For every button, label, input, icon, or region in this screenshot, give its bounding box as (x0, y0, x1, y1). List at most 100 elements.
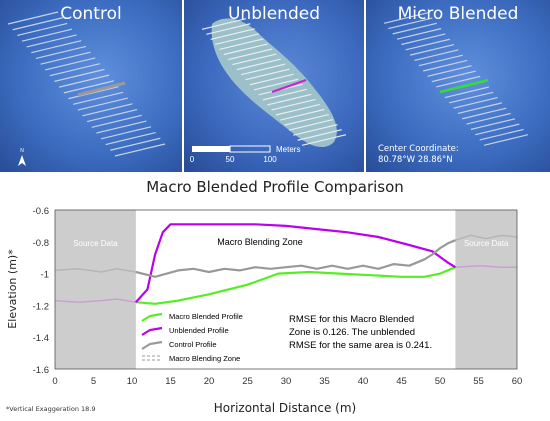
series-line (135, 266, 456, 305)
survey-lines (383, 12, 529, 146)
panel-unblended: 0 50 100 Meters Unblended (184, 0, 364, 172)
survey-line (110, 137, 161, 151)
survey-line (105, 131, 156, 146)
survey-line (210, 28, 255, 40)
survey-line (100, 126, 152, 140)
panel-title: Micro Blended (397, 4, 519, 24)
series-line (135, 239, 456, 278)
survey-line (262, 88, 308, 101)
survey-line (35, 45, 87, 60)
survey-line (293, 124, 338, 136)
survey-line (457, 102, 503, 115)
survey-line (249, 73, 294, 86)
north-arrow-icon: N (18, 148, 26, 166)
survey-line (470, 118, 516, 130)
survey-line (40, 51, 91, 65)
x-tick-label: 55 (473, 376, 484, 387)
survey-line (114, 143, 166, 157)
survey-line (26, 34, 77, 48)
survey-line (466, 112, 511, 125)
survey-line (275, 103, 321, 116)
panel-control: N Control (0, 0, 182, 172)
survey-line (383, 12, 429, 24)
survey-line (436, 75, 481, 88)
survey-line (86, 108, 138, 123)
legend-item: Macro Blended Profile (141, 312, 243, 322)
survey-line (49, 63, 101, 77)
legend-label: Macro Blended Profile (169, 312, 243, 321)
legend-label: Macro Blending Zone (169, 354, 240, 363)
panel-title: Control (60, 4, 122, 24)
survey-line (54, 68, 105, 82)
y-tick-label: -1.4 (33, 333, 49, 344)
survey-line (31, 40, 82, 54)
survey-line (219, 38, 264, 51)
x-tick-label: 0 (52, 376, 57, 387)
unblended-profile-line (271, 79, 307, 93)
survey-line (297, 129, 342, 141)
survey-line (240, 63, 286, 76)
survey-line (96, 120, 147, 134)
survey-line (301, 134, 347, 146)
x-tick-label: 50 (435, 376, 446, 387)
survey-line (418, 54, 463, 67)
legend-swatch (141, 312, 163, 322)
y-tick-label: -1.2 (33, 301, 49, 312)
source-series-line (54, 268, 136, 273)
svg-text:50: 50 (226, 155, 235, 164)
survey-line (401, 33, 446, 46)
source-series-line (455, 264, 517, 268)
control-map: N (0, 0, 182, 172)
micro-profile-line (439, 78, 489, 94)
source-zone (55, 210, 136, 369)
y-tick-label: -1 (41, 270, 49, 281)
survey-line (267, 93, 312, 106)
survey-line (414, 49, 459, 61)
survey-line (475, 123, 520, 136)
x-tick-label: 45 (396, 376, 407, 387)
survey-line (462, 107, 507, 120)
survey-line (12, 17, 63, 31)
zone-label: Macro Blending Zone (217, 237, 303, 247)
survey-line (45, 57, 96, 71)
survey-line (288, 119, 334, 131)
svg-text:100: 100 (263, 155, 277, 164)
y-tick-label: -0.6 (33, 206, 49, 217)
survey-line (68, 86, 119, 100)
panel-micro-blended: Micro Blended Center Coordinate: 80.78°W… (366, 0, 550, 172)
center-coordinate-value: 80.78°W 28.86°N (378, 155, 453, 165)
survey-line (223, 43, 268, 56)
survey-line (232, 53, 277, 66)
survey-line (453, 97, 498, 109)
survey-line (284, 113, 329, 126)
panel-title: Unblended (227, 4, 320, 24)
x-tick-label: 5 (91, 376, 96, 387)
y-tick-label: -0.8 (33, 238, 49, 249)
survey-line (483, 134, 529, 146)
series-line (134, 223, 456, 303)
survey-line (77, 97, 128, 111)
survey-line (449, 91, 494, 104)
footnote: *Vertical Exaggeration 18.9 (6, 405, 96, 413)
plot-area (54, 209, 518, 370)
survey-line (392, 22, 437, 35)
survey-line (91, 114, 142, 128)
svg-text:Meters: Meters (276, 145, 300, 154)
survey-line (422, 59, 468, 72)
survey-lines (7, 11, 166, 157)
survey-line (206, 23, 251, 35)
source-zone (455, 210, 517, 369)
legend-label: Unblended Profile (169, 326, 229, 335)
legend-swatch (141, 340, 163, 350)
survey-line (479, 128, 524, 141)
y-axis-label: Elevation (m)* (6, 249, 19, 329)
center-coordinate-label: Center Coordinate: (378, 144, 459, 154)
unblended-map: 0 50 100 Meters (184, 0, 364, 172)
x-tick-label: 30 (281, 376, 292, 387)
source-series-line (455, 234, 518, 241)
x-tick-label: 60 (512, 376, 523, 387)
svg-text:0: 0 (190, 155, 195, 164)
rmse-annotation: RMSE for the same area is 0.241. (289, 340, 432, 351)
survey-line (405, 38, 450, 51)
survey-line (427, 65, 472, 77)
